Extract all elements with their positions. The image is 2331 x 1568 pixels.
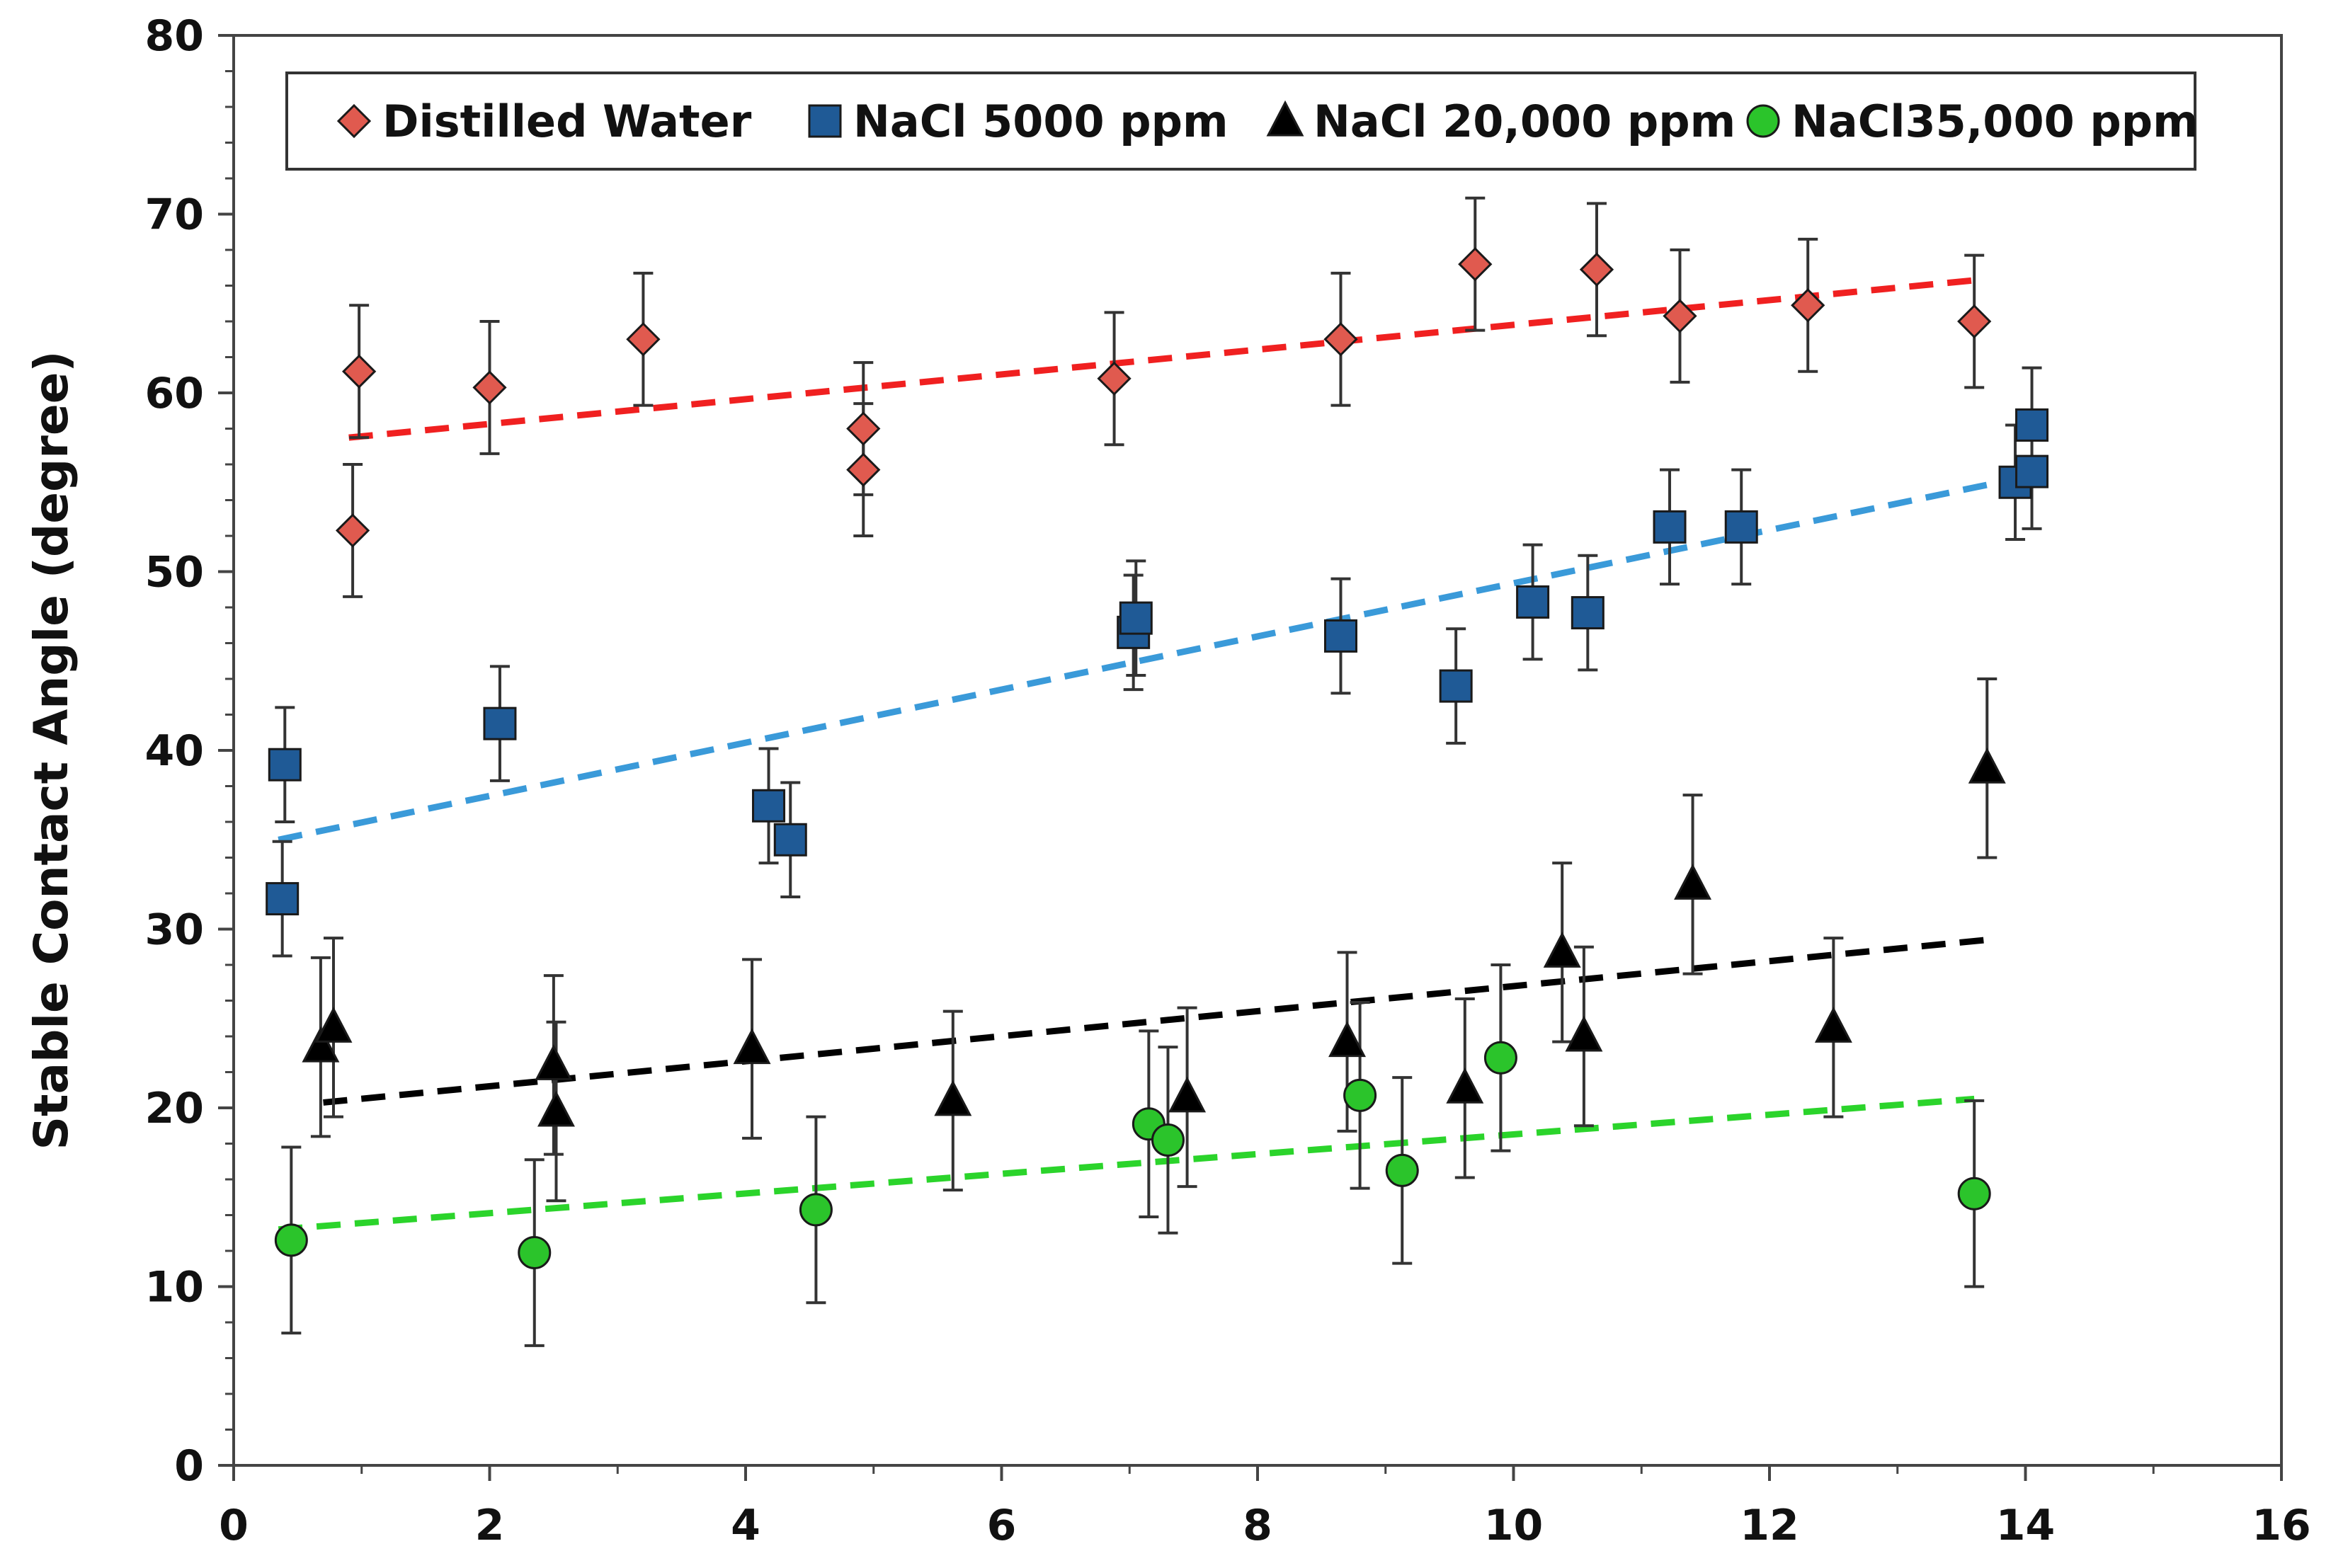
point-nacl35-000-ppm — [1483, 1041, 1517, 1075]
point-distilled-water — [342, 354, 377, 389]
point-distilled-water — [1579, 252, 1614, 287]
y-axis-title: Stable Contact Angle (degree) — [24, 350, 79, 1150]
point-nacl35-000-ppm — [1957, 1177, 1991, 1211]
x-tick-label: 10 — [1484, 1501, 1544, 1550]
x-tick-label: 12 — [1740, 1501, 1799, 1550]
point-nacl-5000-ppm — [1323, 619, 1357, 653]
trend-line-nacl-20-000-ppm — [323, 937, 1988, 1106]
point-nacl-20-000-ppm — [1565, 1015, 1603, 1052]
x-tick-label: 6 — [987, 1501, 1017, 1550]
point-distilled-water — [1957, 304, 1992, 339]
point-nacl-5000-ppm — [1724, 510, 1758, 544]
legend-box — [285, 71, 2196, 171]
point-nacl-5000-ppm — [1653, 510, 1687, 544]
point-distilled-water — [1097, 361, 1132, 396]
point-nacl-20-000-ppm — [1446, 1067, 1484, 1104]
point-nacl-20-000-ppm — [1968, 748, 2006, 784]
point-distilled-water — [472, 370, 507, 405]
legend: Distilled Water NaCl 5000 ppm NaCl 20,000 … — [285, 71, 2199, 171]
point-nacl-20-000-ppm — [1814, 1007, 1852, 1043]
point-nacl-5000-ppm — [752, 789, 786, 823]
point-nacl-5000-ppm — [2015, 408, 2049, 442]
point-nacl35-000-ppm — [274, 1223, 308, 1257]
point-distilled-water — [1323, 322, 1358, 357]
point-nacl-5000-ppm — [1439, 669, 1473, 703]
legend-label-nacl-20-000-ppm: NaCl 20,000 ppm — [1313, 96, 1736, 147]
point-nacl-5000-ppm — [1516, 585, 1550, 619]
point-distilled-water — [626, 322, 661, 357]
point-nacl-20-000-ppm — [1543, 932, 1581, 968]
trend-line-nacl35-000-ppm — [278, 1095, 1975, 1233]
point-nacl-20-000-ppm — [314, 1007, 353, 1043]
point-nacl-20-000-ppm — [1674, 864, 1712, 900]
x-tick-label: 2 — [475, 1501, 505, 1550]
legend-marker-nacl35-000-ppm — [1746, 104, 1780, 138]
point-nacl-5000-ppm — [1571, 596, 1605, 630]
point-distilled-water — [1663, 299, 1697, 333]
plot-area — [232, 34, 2283, 1467]
y-tick-label: 10 — [145, 1263, 205, 1312]
trend-lines — [278, 277, 2027, 1233]
y-tick-label: 20 — [145, 1084, 205, 1133]
point-nacl-5000-ppm — [1119, 601, 1153, 635]
y-tick-label: 50 — [145, 548, 205, 597]
legend-marker-distilled-water — [336, 103, 372, 139]
legend-items: Distilled Water NaCl 5000 ppm NaCl 20,000 … — [336, 96, 2199, 147]
point-nacl-20-000-ppm — [1328, 1021, 1366, 1058]
x-tick-label: 8 — [1243, 1501, 1272, 1550]
point-distilled-water — [1458, 247, 1493, 282]
data-markers — [266, 247, 2049, 1270]
point-nacl35-000-ppm — [1385, 1153, 1419, 1187]
point-nacl-20-000-ppm — [535, 1044, 573, 1080]
legend-marker-nacl-20-000-ppm — [1266, 100, 1304, 137]
point-distilled-water — [846, 411, 881, 446]
trend-line-nacl-5000-ppm — [278, 474, 2027, 843]
legend-label-distilled-water: Distilled Water — [382, 96, 752, 147]
point-distilled-water — [1791, 288, 1825, 323]
legend-marker-nacl-5000-ppm — [808, 104, 842, 138]
point-nacl-20-000-ppm — [302, 1026, 340, 1063]
y-tick-label: 80 — [145, 11, 205, 61]
y-tick-label: 0 — [174, 1441, 204, 1491]
point-nacl-5000-ppm — [483, 706, 517, 740]
axis-ticks: 0 2 4 6 8 10 12 14 16 0 10 20 30 40 50 60 70 80 — [145, 11, 2311, 1550]
x-tick-label: 16 — [2252, 1501, 2311, 1550]
point-nacl35-000-ppm — [1151, 1123, 1185, 1157]
y-tick-label: 40 — [145, 726, 205, 776]
point-nacl35-000-ppm — [518, 1236, 552, 1270]
x-tick-label: 0 — [219, 1501, 249, 1550]
y-tick-label: 70 — [145, 190, 205, 240]
point-nacl-5000-ppm — [268, 748, 302, 782]
legend-label-nacl-5000-ppm: NaCl 5000 ppm — [853, 96, 1229, 147]
x-tick-label: 4 — [731, 1501, 760, 1550]
legend-label-nacl35-000-ppm: NaCl35,000 ppm — [1791, 96, 2199, 147]
point-nacl-20-000-ppm — [934, 1080, 972, 1116]
point-nacl-5000-ppm — [266, 882, 300, 916]
trend-line-distilled-water — [348, 277, 1975, 441]
point-nacl35-000-ppm — [1343, 1078, 1377, 1112]
point-nacl-20-000-ppm — [537, 1090, 575, 1127]
point-nacl-5000-ppm — [2015, 454, 2049, 488]
point-nacl-20-000-ppm — [1168, 1076, 1207, 1113]
point-nacl35-000-ppm — [799, 1193, 833, 1227]
x-tick-label: 14 — [1996, 1501, 2056, 1550]
point-nacl-5000-ppm — [773, 823, 807, 857]
point-nacl-20-000-ppm — [733, 1028, 771, 1065]
point-distilled-water — [335, 513, 370, 548]
y-tick-label: 60 — [145, 369, 205, 418]
point-distilled-water — [846, 452, 881, 487]
y-tick-label: 30 — [145, 905, 205, 955]
